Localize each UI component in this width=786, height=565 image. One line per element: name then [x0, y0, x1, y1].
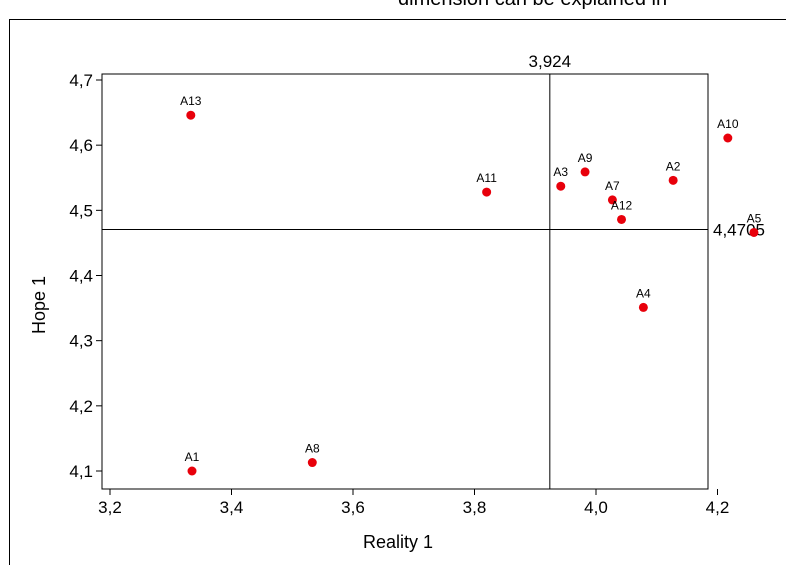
data-point-label: A8	[305, 442, 320, 456]
cropped-caption-text: dimension can be explained in	[398, 0, 667, 11]
data-point-a11	[482, 187, 492, 197]
x-tick-label: 3,4	[220, 498, 244, 517]
y-tick-label: 4,7	[69, 71, 93, 90]
data-point-a10	[723, 133, 733, 143]
plot-area-frame	[101, 73, 709, 490]
data-point-label: A2	[666, 159, 681, 173]
data-point-a13	[186, 110, 196, 120]
x-axis-title: Reality 1	[363, 532, 433, 552]
data-point-a4	[638, 302, 648, 312]
x-tick-label: 3,2	[98, 498, 122, 517]
data-point-label: A5	[747, 211, 762, 225]
data-point-label: A10	[717, 117, 739, 131]
data-point-a5	[749, 227, 759, 237]
data-point-a8	[307, 458, 317, 468]
page-frame-top-border	[9, 19, 786, 20]
data-point-a3	[556, 181, 566, 191]
data-point-label: A11	[476, 171, 497, 185]
y-tick-label: 4,6	[69, 136, 93, 155]
data-point-a2	[668, 175, 678, 185]
data-point-label: A1	[185, 450, 200, 464]
x-tick-label: 3,6	[341, 498, 365, 517]
y-tick-label: 4,5	[69, 201, 93, 220]
x-tick-label: 4,0	[584, 498, 608, 517]
x-axis-ticks: 3,23,43,63,84,04,24,4	[98, 489, 730, 517]
page-frame-left-border	[9, 19, 10, 565]
x-tick-label: 4,2	[706, 498, 730, 517]
data-point-label: A4	[636, 286, 651, 300]
data-points: A13A11A3A9A7A12A2A10A6A5A4A1A8	[180, 94, 762, 476]
y-axis-title: Hope 1	[29, 276, 49, 334]
data-point-a7	[607, 195, 617, 205]
y-tick-label: 4,4	[69, 267, 93, 286]
data-point-label: A3	[553, 165, 568, 179]
vertical-reference-label: 3,924	[529, 52, 572, 71]
data-point-a9	[580, 167, 590, 177]
data-point-a12	[617, 214, 627, 224]
y-tick-label: 4,2	[69, 397, 93, 416]
y-tick-label: 4,3	[69, 332, 93, 351]
data-point-label: A7	[605, 179, 620, 193]
data-point-a1	[187, 466, 197, 476]
data-point-label: A13	[180, 94, 202, 108]
y-tick-label: 4,1	[69, 462, 93, 481]
data-point-label: A12	[611, 198, 633, 212]
y-axis-ticks: 4,1 4,2 4,3 4,4 4,5 4,6 4,7	[69, 71, 102, 481]
data-point-label: A9	[578, 151, 593, 165]
x-tick-label: 3,8	[463, 498, 487, 517]
